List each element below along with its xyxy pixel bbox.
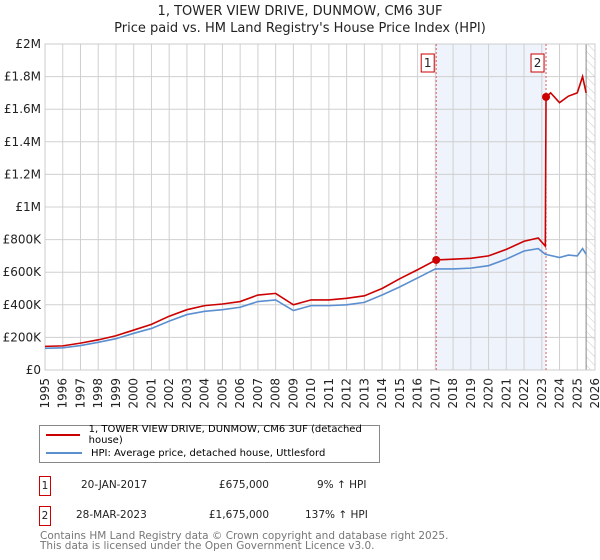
transaction-price: £675,000	[218, 479, 269, 491]
x-tick-label: 2008	[269, 378, 283, 409]
x-tick-label: 2012	[340, 378, 354, 409]
x-tick-label: 2009	[286, 378, 300, 409]
y-tick-label: £1.4M	[4, 135, 41, 149]
x-tick-label: 2006	[233, 378, 247, 409]
footer-line: Contains HM Land Registry data © Crown c…	[40, 530, 449, 542]
annotation-label: 1	[424, 56, 432, 70]
y-tick-label: £200K	[3, 330, 43, 344]
footer-line: This data is licensed under the Open Gov…	[40, 540, 375, 552]
chart-subtitle: Price paid vs. HM Land Registry's House …	[114, 21, 486, 36]
legend-label: 1, TOWER VIEW DRIVE, DUNMOW, CM6 3UF (de…	[88, 424, 362, 446]
plot-area: 1995 1996 1997 1998 1999 2000 2001 2002 2003 2004…	[3, 37, 600, 409]
x-tick-label: 2019	[464, 378, 478, 409]
x-tick-label: 2013	[357, 378, 371, 409]
x-tick-label: 2011	[322, 378, 336, 409]
x-tick-label: 2007	[251, 378, 265, 409]
legend-label: HPI: Average price, detached house, Uttl…	[91, 447, 326, 459]
x-tick-label: 2024	[553, 378, 567, 409]
legend-swatch	[46, 452, 82, 454]
sale-point	[432, 255, 441, 264]
transaction-hpi: 137% ↑ HPI	[305, 509, 368, 521]
y-tick-label: £1.2M	[4, 167, 41, 181]
x-tick-label: 2021	[499, 378, 513, 409]
x-tick-label: 2026	[588, 378, 600, 409]
footer: Contains HM Land Registry data © Crown c…	[40, 530, 449, 552]
x-tick-label: 2000	[127, 378, 141, 409]
hpi-line	[44, 247, 587, 350]
legend-swatch	[46, 434, 80, 436]
y-tick-label: £800K	[3, 233, 43, 247]
y-tick-label: £600K	[3, 265, 43, 279]
x-tick-label: 2005	[215, 378, 229, 409]
x-tick-label: 2002	[162, 378, 176, 409]
x-tick-label: 2004	[198, 378, 212, 409]
x-tick-label: 2003	[180, 378, 194, 409]
annotation-badge	[420, 53, 435, 73]
transaction-hpi: 9% ↑ HPI	[317, 479, 367, 491]
x-tick-label: 2025	[570, 378, 584, 409]
x-tick-label: 1997	[73, 378, 87, 409]
annotation-badge	[530, 53, 545, 73]
y-tick-label: £0	[26, 363, 41, 377]
legend: 1, TOWER VIEW DRIVE, DUNMOW, CM6 3UF (de…	[39, 424, 380, 463]
y-tick-label: £1M	[15, 200, 41, 214]
sale-point	[542, 92, 551, 101]
x-tick-label: 1996	[56, 378, 70, 409]
transaction-date: 20-JAN-2017	[81, 479, 148, 491]
transaction-date: 28-MAR-2023	[76, 509, 147, 521]
x-tick-label: 2016	[411, 378, 425, 409]
annotation-label: 2	[534, 56, 542, 70]
legend-item-hpi: HPI: Average price, detached house, Uttl…	[46, 445, 325, 461]
x-tick-label: 2020	[482, 378, 496, 409]
y-tick-label: £1.8M	[4, 70, 41, 84]
y-tick-label: £2M	[15, 37, 41, 51]
x-tick-label: 2001	[144, 378, 158, 409]
x-tick-label: 2022	[517, 378, 531, 409]
legend-item-property: 1, TOWER VIEW DRIVE, DUNMOW, CM6 3UF (de…	[46, 424, 379, 446]
transaction-price: £1,675,000	[208, 509, 269, 521]
marker-badge: 1	[39, 476, 51, 496]
x-tick-label: 2023	[535, 378, 549, 409]
y-tick-label: £1.6M	[4, 102, 41, 116]
x-tick-label: 1995	[38, 378, 52, 409]
x-tick-label: 1999	[109, 378, 123, 409]
marker-badge: 2	[39, 506, 51, 526]
x-tick-label: 2017	[428, 378, 442, 409]
x-tick-label: 2018	[446, 378, 460, 409]
y-tick-label: £400K	[3, 298, 43, 312]
x-tick-label: 1998	[91, 378, 105, 409]
chart-title: 1, TOWER VIEW DRIVE, DUNMOW, CM6 3UF	[157, 4, 443, 19]
x-tick-label: 2014	[375, 378, 389, 409]
plot-border	[44, 43, 596, 371]
x-tick-label: 2010	[304, 378, 318, 409]
x-tick-label: 2015	[393, 378, 407, 409]
